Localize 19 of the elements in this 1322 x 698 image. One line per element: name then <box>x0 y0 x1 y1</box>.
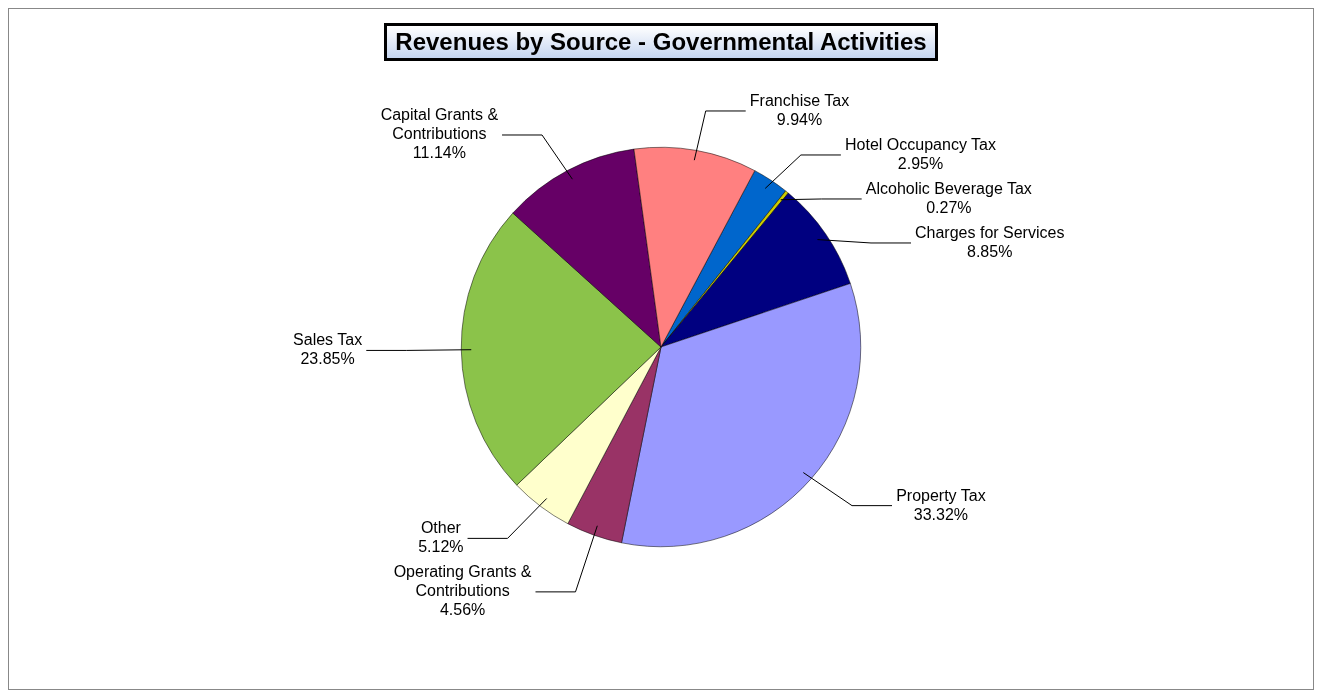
data-label: 2.95% <box>897 154 944 172</box>
slice-label: Operating Grants & Contributions <box>393 563 532 600</box>
data-label: 9.94% <box>776 110 823 128</box>
data-label: 0.27% <box>926 198 972 216</box>
chart-title: Revenues by Source - Governmental Activities <box>384 23 938 61</box>
slice-label: Charges for Services <box>915 223 1065 241</box>
data-label: 8.85% <box>967 242 1013 260</box>
slice-label: Capital Grants & Contributions <box>380 106 499 143</box>
slice-label: Sales Tax <box>293 331 363 349</box>
data-label: 4.56% <box>439 601 486 619</box>
slice-label: Hotel Occupancy Tax <box>845 135 996 153</box>
slice-label: Alcoholic Beverage Tax <box>865 179 1032 197</box>
data-label: 33.32% <box>913 505 969 523</box>
data-label: 11.14% <box>412 144 466 162</box>
data-label: 23.85% <box>300 350 355 368</box>
slice-label: Property Tax <box>896 486 986 504</box>
data-label: 5.12% <box>418 538 464 556</box>
slice-label: Franchise Tax <box>749 91 850 109</box>
slice-label: Other <box>420 519 462 537</box>
